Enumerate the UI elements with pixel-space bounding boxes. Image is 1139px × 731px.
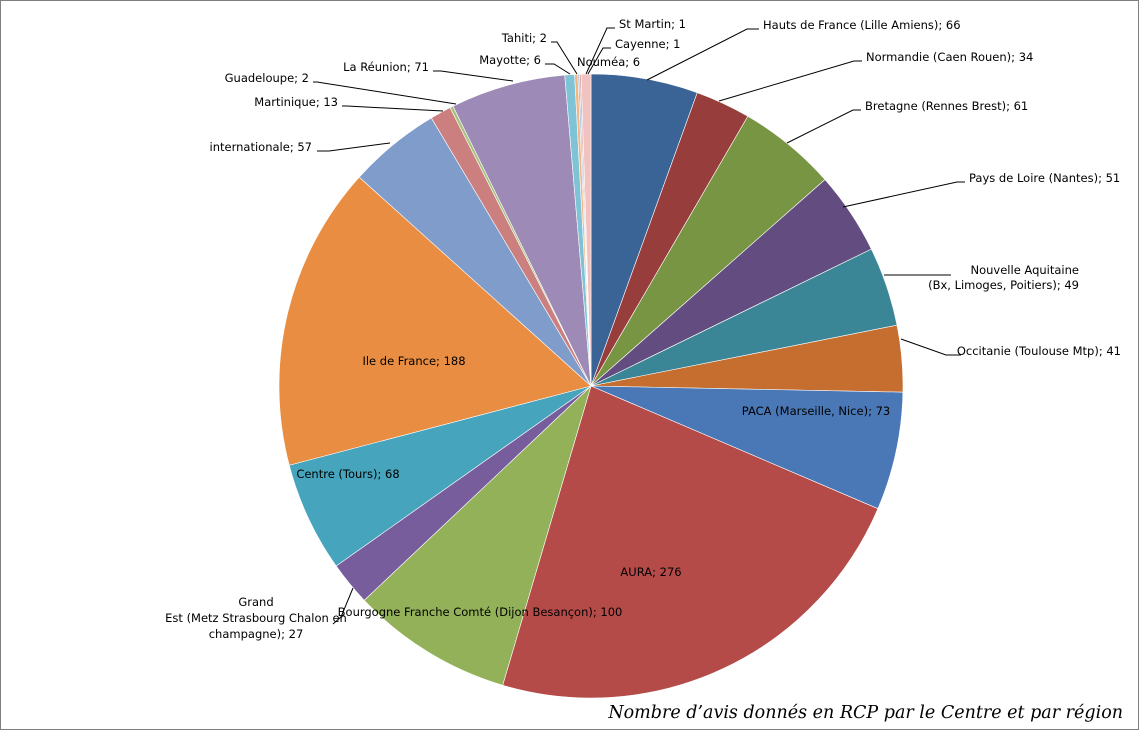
data-label-bourgogne-franche-comte-dijon-besancon: Bourgogne Franche Comté (Dijon Besançon)… [338,605,623,619]
pie-slice-bourgogne-franche-comte-dijon-besancon [363,385,592,686]
data-label-grand-est-metz-strasbourg-chalon-en-champagne: Grand Est (Metz Strasbourg Chalon en champ… [165,595,347,641]
leader-line-st-martin [585,27,615,75]
data-label-guadeloupe: Guadeloupe; 2 [225,71,309,85]
leader-line-tahiti [551,41,578,75]
data-label-cayenne: Cayenne; 1 [615,37,680,51]
data-label-paca-marseille-nice: PACA (Marseille, Nice); 73 [742,404,890,418]
data-label-martinique: Martinique; 13 [254,95,338,109]
leader-line-grand-est-metz-strasbourg-chalon-en-champagne [332,587,354,625]
leader-line-hauts-de-france-lille-amiens [646,28,759,81]
leader-line-occitanie-toulouse-mtp [900,338,961,356]
leader-line-bretagne-rennes-brest [786,109,861,144]
pie-slice-noumea [580,73,592,387]
data-label-bretagne-rennes-brest: Bretagne (Rennes Brest); 61 [865,99,1028,113]
data-label-centre-tours: Centre (Tours); 68 [296,467,399,481]
leader-line-guadeloupe [313,81,457,105]
chart-title: Nombre d’avis donnés en RCP par le Centr… [607,703,1123,723]
leader-line-la-reunion [433,70,514,82]
data-label-noumea: Nouméa; 6 [577,55,640,69]
data-label-tahiti: Tahiti; 2 [501,31,547,45]
data-label-occitanie-toulouse-mtp: Occitanie (Toulouse Mtp); 41 [957,344,1121,358]
pie-slice-paca-marseille-nice [590,385,904,510]
data-label-st-martin: St Martin; 1 [619,17,686,31]
data-label-internationale: internationale; 57 [210,140,312,154]
leader-line-pays-de-loire-nantes [842,181,965,208]
leader-line-martinique [342,105,444,112]
data-label-hauts-de-france-lille-amiens: Hauts de France (Lille Amiens); 66 [763,18,961,32]
pie-slice-ile-de-france [278,176,592,466]
data-label-ile-de-france: Ile de France; 188 [362,354,465,368]
data-label-aura: AURA; 276 [620,565,681,579]
data-label-la-reunion: La Réunion; 71 [343,60,429,74]
data-label-normandie-caen-rouen: Normandie (Caen Rouen); 34 [866,50,1033,64]
leader-line-cayenne [587,47,611,75]
data-label-mayotte: Mayotte; 6 [479,53,541,67]
leader-line-internationale [317,142,391,152]
leader-line-normandie-caen-rouen [718,60,862,102]
leader-line-mayotte [545,63,571,75]
data-label-nouvelle-aquitaine-bx-limoges-poitiers: Nouvelle Aquitaine (Bx, Limoges, Poitiers… [928,263,1079,292]
data-label-pays-de-loire-nantes: Pays de Loire (Nantes); 51 [969,171,1120,185]
pie-slice-aura [502,385,879,699]
